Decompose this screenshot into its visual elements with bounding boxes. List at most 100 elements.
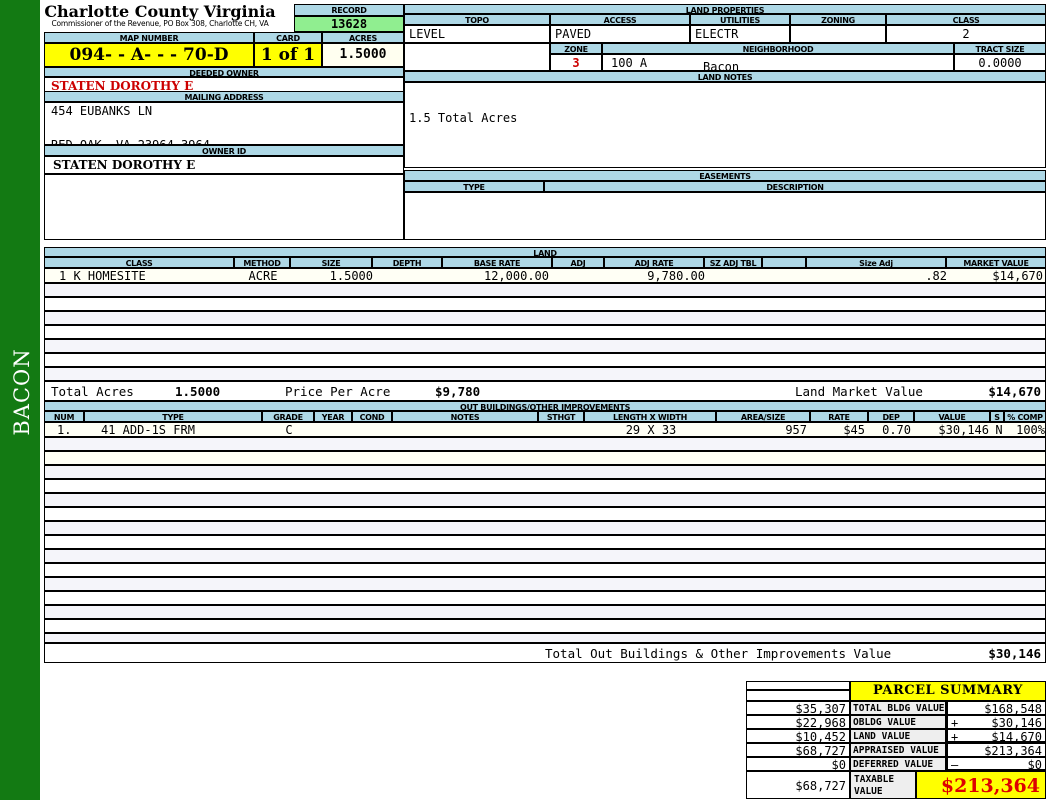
ps-taxable-value: $213,364 — [916, 771, 1046, 799]
land-col-blank — [762, 257, 806, 268]
land-cell-method: ACRE — [248, 269, 278, 283]
ps-taxable-label-line1: TAXABLE — [854, 774, 895, 785]
ps-row-sign-2: + — [951, 730, 959, 744]
land-properties-section-label: LAND PROPERTIES — [404, 4, 1046, 14]
land-col-method: METHOD — [234, 257, 290, 268]
ps-taxable-left: $68,727 — [746, 771, 850, 799]
ob-cell-pct-comp: 100% — [1016, 423, 1045, 437]
neighborhood-label: NEIGHBORHOOD — [602, 43, 954, 54]
record-value: 13628 — [294, 16, 404, 32]
ps-row-value-wrap-2: + $14,670 — [946, 729, 1046, 744]
ps-row-label-4: DEFERRED VALUE — [850, 757, 946, 771]
ps-row-label-3: APPRAISED VALUE — [850, 743, 946, 757]
table-row — [44, 437, 1046, 451]
easement-description-label: DESCRIPTION — [544, 181, 1046, 192]
easements-body — [404, 192, 1046, 240]
acres-value: 1.5000 — [322, 43, 404, 67]
zone-value: 3 — [550, 54, 602, 71]
ps-row-label-0: TOTAL BLDG VALUE — [850, 701, 946, 715]
price-per-acre-label: Price Per Acre — [285, 384, 391, 399]
zone-left-filler — [404, 43, 550, 71]
land-cell-size: 1.5000 — [329, 269, 373, 283]
ps-row-sign-1: + — [951, 716, 959, 730]
class-value: 2 — [886, 25, 1046, 43]
table-row — [44, 605, 1046, 619]
table-row — [44, 325, 1046, 339]
ps-row-label-2: LAND VALUE — [850, 729, 946, 743]
map-number-label: MAP NUMBER — [44, 32, 254, 43]
page-title: Charlotte County Virginia — [44, 2, 276, 21]
ps-left-amount-3: $68,727 — [746, 743, 850, 758]
land-col-base-rate: BASE RATE — [442, 257, 552, 268]
ob-col-value: VALUE — [914, 411, 990, 422]
table-row: 1 K HOMESITE ACRE 1.5000 12,000.00 9,780… — [44, 268, 1046, 283]
ps-row-sign-4: – — [951, 758, 959, 772]
ob-col-rate: RATE — [810, 411, 868, 422]
ob-col-sthgt: STHGT — [538, 411, 584, 422]
land-cell-class: 1 K HOMESITE — [59, 269, 146, 283]
table-row — [44, 591, 1046, 605]
ob-col-num: NUM — [44, 411, 84, 422]
table-row — [44, 451, 1046, 465]
access-label: ACCESS — [550, 14, 690, 25]
land-col-class: CLASS — [44, 257, 234, 268]
ob-col-area-size: AREA/SIZE — [716, 411, 810, 422]
owner-id-value: STATEN DOROTHY E — [44, 156, 404, 174]
ps-row-value-wrap-1: + $30,146 — [946, 715, 1046, 730]
neighborhood-name: Bacon — [703, 60, 740, 74]
topo-label: TOPO — [404, 14, 550, 25]
land-col-depth: DEPTH — [372, 257, 442, 268]
ps-row-amount-0: $168,548 — [984, 702, 1042, 716]
land-col-size: SIZE — [290, 257, 372, 268]
land-cell-size-adj: .82 — [925, 269, 947, 283]
address-line-2 — [45, 120, 403, 137]
easement-type-label: TYPE — [404, 181, 544, 192]
table-row — [44, 353, 1046, 367]
table-row — [44, 339, 1046, 353]
zoning-value — [790, 25, 886, 43]
land-market-value-label: Land Market Value — [795, 384, 923, 399]
ps-row-value-wrap-3: $213,364 — [946, 743, 1046, 758]
card-label: CARD — [254, 32, 322, 43]
table-row — [44, 465, 1046, 479]
ps-left-blank-2 — [746, 690, 850, 701]
outbuildings-section-label: OUT BUILDINGS/OTHER IMPROVEMENTS — [44, 401, 1046, 411]
topo-value: LEVEL — [404, 25, 550, 43]
land-cell-base-rate: 12,000.00 — [483, 269, 549, 283]
land-notes-body: 1.5 Total Acres — [404, 82, 1046, 168]
table-row — [44, 563, 1046, 577]
table-row — [44, 311, 1046, 325]
address-line-1: 454 EUBANKS LN — [51, 104, 153, 118]
zoning-label: ZONING — [790, 14, 886, 25]
total-acres-label: Total Acres — [51, 384, 134, 399]
parcel-summary-title: PARCEL SUMMARY — [850, 681, 1046, 701]
table-row — [44, 297, 1046, 311]
mailing-address-label: MAILING ADDRESS — [44, 91, 404, 102]
ob-cell-type: 41 ADD-1S FRM — [101, 423, 195, 437]
neighborhood-value: 100 A Bacon — [602, 54, 954, 74]
spine-label: BACON — [10, 348, 34, 436]
neighborhood-code: 100 A — [611, 56, 648, 70]
ob-cell-rate: $45 — [843, 423, 865, 437]
land-market-value-total: $14,670 — [988, 384, 1041, 399]
ob-col-length-width: LENGTH X WIDTH — [584, 411, 716, 422]
ob-cell-length-width: 29 X 33 — [625, 423, 677, 437]
table-row — [44, 283, 1046, 297]
ps-row-amount-2: $14,670 — [991, 730, 1042, 744]
ps-row-value-wrap-0: $168,548 — [946, 701, 1046, 716]
land-notes-section-label: LAND NOTES — [404, 71, 1046, 82]
total-acres-value: 1.5000 — [175, 384, 221, 399]
table-row — [44, 535, 1046, 549]
access-value: PAVED — [550, 25, 690, 43]
land-col-adj: ADJ — [552, 257, 604, 268]
ob-cell-area-size: 957 — [785, 423, 807, 437]
ob-cell-dep: 0.70 — [882, 423, 911, 437]
ob-col-year: YEAR — [314, 411, 352, 422]
ps-left-amount-2: $10,452 — [746, 729, 850, 744]
table-row — [44, 507, 1046, 521]
land-section-label: LAND — [44, 247, 1046, 257]
ob-cell-s: N — [995, 423, 1003, 437]
price-per-acre-value: $9,780 — [435, 384, 481, 399]
ps-row-amount-3: $213,364 — [984, 744, 1042, 758]
